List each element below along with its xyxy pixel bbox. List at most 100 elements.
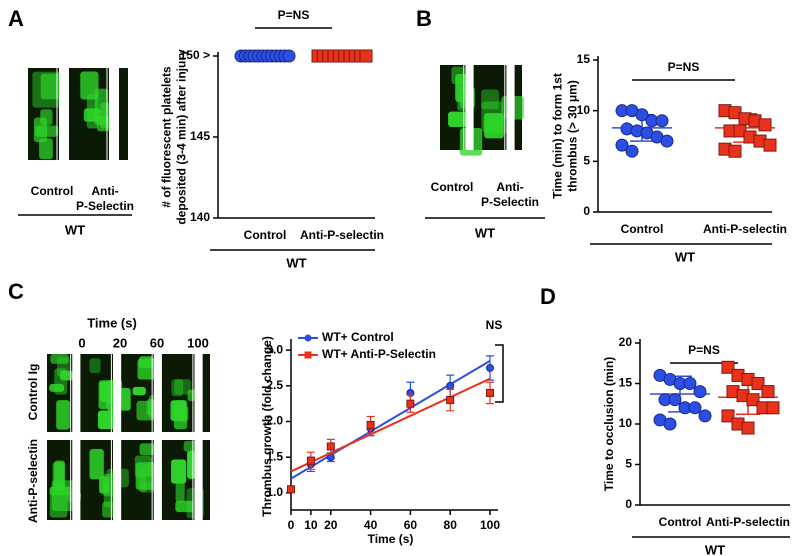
vessel-gap <box>465 65 474 150</box>
data-point <box>366 421 375 430</box>
x-tick-label: 0 <box>288 518 295 532</box>
vessel-gap <box>194 440 203 520</box>
x-tick-label: Control <box>244 228 287 242</box>
y-tick-label: 20 <box>619 335 633 349</box>
image-group-label: WT <box>475 225 495 240</box>
panel-letter: D <box>540 284 556 309</box>
fluorescence <box>50 354 69 364</box>
data-point <box>746 393 760 407</box>
fluorescence <box>132 386 146 396</box>
data-point <box>688 401 702 415</box>
fluorescence <box>171 379 184 397</box>
y-tick-label: 15 <box>619 376 633 390</box>
group-label: WT <box>286 255 306 270</box>
trend-line <box>290 377 491 473</box>
data-point <box>751 377 765 390</box>
vessel-gap <box>153 354 162 432</box>
y-tick-label: 5 <box>583 154 590 168</box>
fluorescence <box>49 486 68 518</box>
legend-marker <box>304 334 312 342</box>
y-tick-label: 15 <box>577 52 591 66</box>
data-point <box>741 421 755 435</box>
vessel-gap <box>113 354 122 432</box>
fluorescence <box>485 121 497 131</box>
data-point <box>615 138 629 152</box>
x-tick-label: 80 <box>444 518 458 532</box>
x-axis-label: Time (s) <box>368 532 414 546</box>
x-tick-label: 20 <box>324 518 338 532</box>
fluorescence <box>89 358 101 374</box>
fluorescence <box>481 89 499 110</box>
legend-label: WT+ Control <box>322 330 394 344</box>
image-label: Anti- <box>91 184 118 198</box>
fluorescence <box>170 400 187 422</box>
y-tick-label: 145 <box>190 129 210 143</box>
data-point <box>486 388 494 397</box>
y-tick-label: 2.5 <box>266 378 283 392</box>
x-tick-label: Anti-P-selectin <box>706 515 790 529</box>
data-point <box>486 363 494 372</box>
panel-letter: B <box>416 6 432 31</box>
data-point <box>660 134 674 148</box>
fluorescence <box>54 460 65 491</box>
fluorescence <box>171 459 187 484</box>
trend-line <box>290 359 491 480</box>
annotation: P=NS <box>668 60 700 74</box>
ns-bracket <box>495 344 504 403</box>
fluorescence <box>451 66 465 85</box>
image-label: P-Selectin <box>76 199 134 213</box>
panel-letter: A <box>8 6 24 31</box>
data-point <box>721 360 735 374</box>
y-tick-label: 0 <box>583 204 590 218</box>
vessel-gap <box>113 440 122 520</box>
x-tick-label: 40 <box>364 518 378 532</box>
data-point <box>326 442 335 451</box>
image-label: P-Selectin <box>481 195 539 209</box>
data-point <box>693 385 707 399</box>
annotation: P=NS <box>688 343 720 357</box>
y-tick-label: 10 <box>619 416 633 430</box>
image-row-label: Anti-P-selectin <box>26 439 40 523</box>
fluorescence <box>80 71 99 100</box>
fluorescence <box>32 71 62 108</box>
vessel-gap <box>194 354 203 432</box>
y-tick-label: 3.0 <box>266 342 283 356</box>
x-tick-label: 10 <box>304 518 318 532</box>
y-axis-label: thrombus (> 30 μm) <box>566 80 580 192</box>
image-label: Control <box>431 180 474 194</box>
y-tick-label: 140 <box>190 210 210 224</box>
data-point <box>359 49 373 63</box>
data-point <box>668 393 682 407</box>
data-point <box>758 118 772 132</box>
data-point <box>763 138 777 152</box>
fluorescence <box>481 101 504 132</box>
annotation: NS <box>486 318 503 332</box>
y-axis-label: Time to occlusion (min) <box>602 357 616 491</box>
annotation: P=NS <box>278 8 310 22</box>
vessel-gap <box>153 440 162 520</box>
image-time: 0 <box>78 335 85 350</box>
fluorescence <box>174 379 191 395</box>
y-axis-label: Time (min) to form 1st <box>551 73 565 199</box>
data-point <box>287 485 295 494</box>
x-tick-label: Control <box>659 515 702 529</box>
fluorescence <box>138 469 147 493</box>
data-point <box>635 108 649 122</box>
data-point <box>625 144 639 158</box>
fluorescence <box>49 383 65 392</box>
fluorescence <box>175 500 194 513</box>
vessel-gap <box>72 354 81 432</box>
image-label: Control <box>31 184 74 198</box>
x-tick-label: Anti-P-selectin <box>703 222 787 236</box>
data-point <box>282 49 296 63</box>
vessel-gap <box>109 68 119 160</box>
fluorescence <box>60 370 75 381</box>
panel-letter: C <box>8 279 24 304</box>
fluorescence <box>39 138 53 160</box>
y-axis-label: # of fluorescent platelets <box>160 66 174 208</box>
fluorescence <box>86 93 99 129</box>
data-point <box>698 409 712 423</box>
y-tick-label: 150 > <box>180 48 210 62</box>
y-tick-label: 0 <box>625 497 632 511</box>
